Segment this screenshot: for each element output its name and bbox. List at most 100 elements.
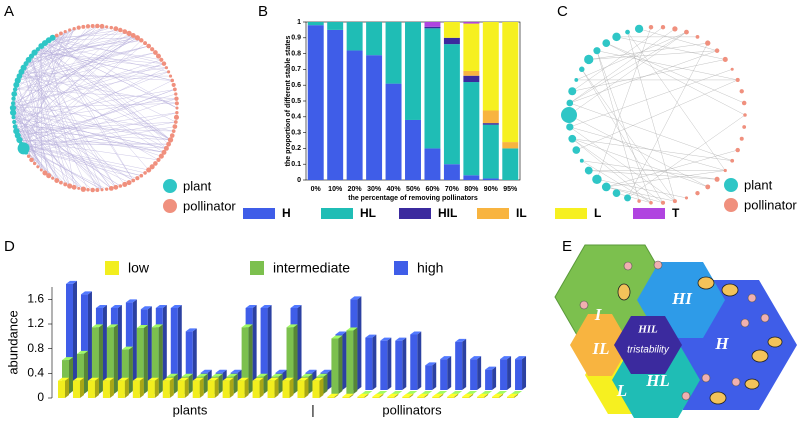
pollinator-node — [130, 33, 136, 38]
legend-swatch — [321, 208, 353, 219]
plant-node — [634, 24, 644, 33]
group-label: plants — [173, 402, 208, 417]
network-edge — [31, 56, 70, 187]
pollinator-node — [174, 92, 178, 96]
bar-side — [409, 393, 414, 398]
legend-label: IL — [516, 206, 527, 220]
pollinator-node — [672, 199, 677, 204]
bar — [72, 380, 80, 398]
network-edge — [19, 45, 149, 77]
bar-top — [372, 393, 384, 397]
network-edge — [569, 50, 718, 104]
flower-icon — [731, 377, 741, 387]
hex-il — [570, 314, 630, 376]
bar-top — [316, 373, 328, 377]
bar — [417, 396, 425, 398]
bar-top — [271, 373, 283, 377]
bar-side — [109, 377, 114, 398]
network-edge — [12, 31, 66, 113]
y-axis-label: the proportion of different stable state… — [285, 36, 292, 167]
network-edge — [34, 52, 98, 191]
bar — [357, 396, 365, 398]
y-tick-label: 0.6 — [291, 82, 301, 89]
bar-segment — [443, 164, 460, 180]
bar-side — [128, 346, 133, 394]
bar-side — [83, 350, 88, 394]
pollinator-node — [71, 184, 77, 190]
y-tick-label: 0.8 — [27, 341, 44, 355]
pollinator-node — [139, 173, 144, 178]
network-edge — [596, 50, 640, 202]
group-label: | — [311, 402, 314, 417]
region-label: HI — [671, 289, 693, 308]
bar-segment — [502, 142, 519, 149]
bar-side — [73, 280, 77, 390]
bar-top — [305, 369, 317, 373]
pollinator-node — [684, 29, 689, 35]
x-tick-label: 30% — [367, 186, 382, 193]
bar-side — [102, 304, 107, 390]
network-edge — [28, 59, 89, 190]
bar-side — [327, 369, 332, 390]
bar — [106, 327, 114, 394]
x-tick-label: 80% — [464, 186, 479, 193]
network-edge — [12, 33, 62, 113]
network-edge — [21, 89, 175, 145]
network-edge — [12, 103, 79, 189]
bar-top — [477, 393, 489, 397]
pollinator-node — [743, 113, 747, 117]
bar-side — [372, 334, 377, 390]
bar — [58, 380, 65, 398]
bar-segment — [385, 83, 402, 180]
bar — [132, 380, 140, 398]
bar-top — [162, 377, 174, 381]
bar-top — [485, 366, 497, 370]
plant-node — [593, 47, 601, 55]
pollinator-node — [118, 27, 123, 33]
network-edge — [12, 35, 134, 113]
bar-side — [263, 373, 268, 394]
bar-side — [462, 338, 467, 390]
bar — [297, 380, 305, 398]
y-tick-label: 0.9 — [291, 35, 301, 42]
plant-node — [601, 182, 611, 192]
bar-top — [275, 369, 287, 373]
pollinator-node — [173, 120, 178, 124]
network-edge — [581, 160, 652, 204]
bee-icon — [709, 391, 727, 405]
bar-top — [365, 334, 377, 338]
legend-label: pollinator — [744, 197, 797, 212]
pollinator-node — [714, 176, 720, 182]
bee-icon — [697, 276, 715, 290]
bar-top — [421, 391, 433, 394]
bar-side — [293, 324, 298, 394]
network-edge — [13, 71, 169, 104]
bar-top — [410, 331, 422, 335]
bar — [387, 396, 395, 398]
pollinator-node — [649, 201, 653, 205]
x-tick-label: 0% — [311, 186, 322, 193]
region-label: tristability — [627, 345, 670, 356]
pollinator-node — [730, 158, 735, 163]
x-axis-label: the percentage of removing pollinators — [348, 195, 478, 202]
bar-side — [484, 393, 489, 398]
network-edge — [12, 103, 177, 109]
network-edge — [44, 42, 134, 181]
y-tick-label: 0.2 — [291, 145, 301, 152]
network-edge — [569, 69, 733, 128]
bar-top — [91, 324, 103, 328]
plant-node — [574, 78, 579, 82]
network-edge — [21, 71, 173, 81]
pollinator-node — [161, 61, 167, 66]
network-edge — [588, 170, 718, 180]
bar — [492, 396, 500, 398]
pollinator-node — [122, 181, 128, 187]
network-edge — [23, 121, 176, 149]
panel-label: D — [4, 238, 15, 255]
plant-node — [561, 107, 577, 123]
pollinator-node — [167, 70, 171, 74]
bar-segment — [482, 124, 499, 179]
y-tick-label: 0.4 — [27, 366, 44, 380]
bar-top — [391, 391, 403, 394]
bar-side — [117, 304, 122, 390]
